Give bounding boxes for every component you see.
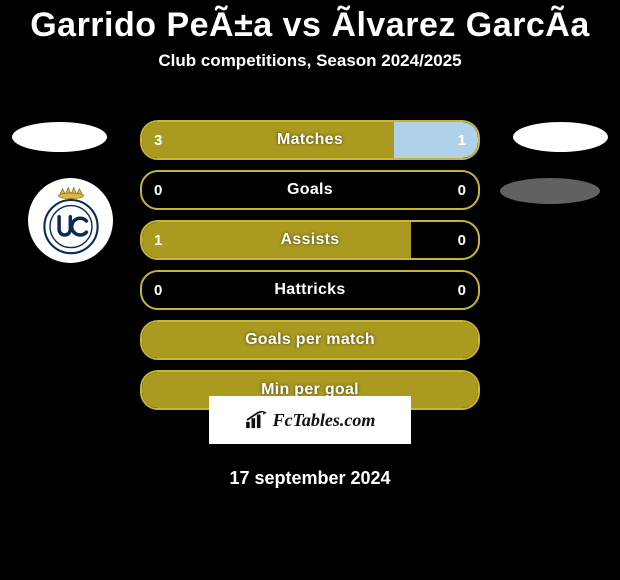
aux-right-oval [500,178,600,204]
stat-row-assists: 10Assists [140,220,480,260]
stat-label: Goals per match [142,322,478,358]
chart-icon [245,411,267,429]
stat-row-goals-per-match: Goals per match [140,320,480,360]
page-title: Garrido PeÃ±a vs Ãlvarez GarcÃa [0,0,620,45]
stat-label: Assists [142,222,478,258]
team-left-crest [28,178,113,263]
stat-label: Hattricks [142,272,478,308]
stat-label: Goals [142,172,478,208]
team-right-oval [513,122,608,152]
stat-row-matches: 31Matches [140,120,480,160]
date-label: 17 september 2024 [0,468,620,489]
comparison-bars: 31Matches 00Goals 10Assists 00Hattricks Goal… [140,120,480,420]
stat-label: Matches [142,122,478,158]
fctables-widget[interactable]: FcTables.com [209,396,411,444]
stat-row-hattricks: 00Hattricks [140,270,480,310]
widget-label: FcTables.com [273,410,376,431]
stat-row-goals: 00Goals [140,170,480,210]
page-subtitle: Club competitions, Season 2024/2025 [0,51,620,71]
team-left-oval [12,122,107,152]
